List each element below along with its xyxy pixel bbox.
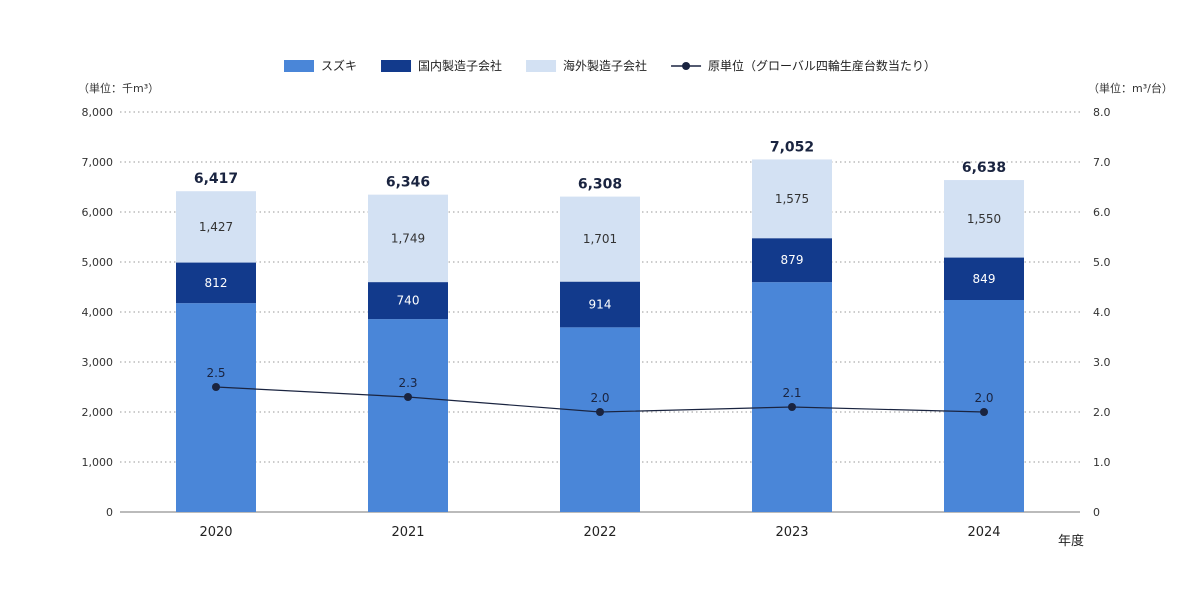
left-axis-unit-label: （単位：千m³）: [78, 81, 159, 95]
bar-segment: [176, 303, 256, 512]
bar-segment-label: 1,550: [967, 212, 1001, 226]
bar-segment: [176, 191, 256, 263]
bar-segment-label: 3,693: [583, 553, 617, 567]
y-tick-label-left: 7,000: [82, 156, 114, 169]
x-tick-label: 2021: [391, 525, 424, 540]
right-axis-unit-label: （単位：m³/台）: [1088, 81, 1173, 95]
y-tick-label-left: 8,000: [82, 106, 114, 119]
legend-label: 海外製造子会社: [563, 58, 647, 73]
bar-segment: [944, 257, 1024, 300]
legend-label: 国内製造子会社: [418, 58, 502, 73]
legend-swatch: [526, 60, 557, 72]
bar-segment: [560, 327, 640, 512]
bar-segment-label: 812: [205, 276, 228, 290]
y-tick-label-right: 8.0: [1093, 106, 1111, 119]
unit-line-point: [212, 383, 220, 391]
x-tick-label: 2020: [199, 525, 232, 540]
bar-segment: [368, 194, 448, 283]
x-axis-label: 年度: [1058, 533, 1084, 549]
bar-segment-label: 879: [781, 253, 804, 267]
legend: スズキ 国内製造子会社 海外製造子会社 原単位（グローバル四輪生産台数当たり）: [284, 58, 936, 73]
bar-segment-label: 1,701: [583, 232, 617, 246]
bar-segment: [752, 159, 832, 239]
unit-line-series: 2.5 2.3 2.0 2.1 2.0: [206, 366, 994, 416]
y-tick-label-left: 5,000: [82, 256, 114, 269]
y-tick-label-left: 1,000: [82, 456, 114, 469]
bar-segment-label: 4,177: [199, 553, 233, 567]
bar-segment: [176, 262, 256, 304]
y-tick-label-right: 6.0: [1093, 206, 1111, 219]
x-tick-label: 2023: [775, 525, 808, 540]
bar-segment-label: 1,575: [775, 192, 809, 206]
bar-segment: [752, 238, 832, 283]
bar-segment-label: 914: [589, 298, 612, 312]
bar-segment-label: 1,749: [391, 231, 425, 245]
legend-swatch: [284, 60, 314, 72]
bar-segment: [944, 180, 1024, 258]
unit-line-value-label: 2.0: [974, 391, 993, 405]
x-tick-label: 2022: [583, 525, 616, 540]
legend-swatch: [381, 60, 412, 72]
bar-segment-label: 740: [397, 294, 420, 308]
y-tick-label-left: 3,000: [82, 356, 114, 369]
y-tick-label-right: 4.0: [1093, 306, 1111, 319]
x-tick-label: 2024: [967, 525, 1000, 540]
bar-total-label: 6,308: [578, 177, 622, 193]
bar-segment: [560, 196, 640, 282]
y-tick-label-left: 6,000: [82, 206, 114, 219]
unit-line-point: [980, 408, 988, 416]
bar-segment: [368, 319, 448, 512]
y-tick-label-right: 2.0: [1093, 406, 1111, 419]
legend-label: スズキ: [321, 58, 357, 73]
bar-total-label: 7,052: [770, 139, 814, 155]
bar-total-label: 6,417: [194, 171, 238, 187]
legend-line-marker: [682, 62, 691, 70]
bar-segment-label: 4,240: [967, 553, 1001, 567]
unit-line-value-label: 2.0: [590, 391, 609, 405]
left-y-axis: 0 1,000 2,000 3,000 4,000 5,000 6,000 7,000 8,00…: [82, 106, 114, 519]
x-axis: 2020 2021 2022 2023 2024: [199, 525, 1000, 540]
legend-label: 原単位（グローバル四輪生産台数当たり）: [708, 58, 936, 73]
bar-segment: [944, 300, 1024, 512]
unit-line-value-label: 2.1: [782, 386, 801, 400]
unit-line-point: [788, 403, 796, 411]
bar-segment-label: 3,858: [391, 553, 425, 567]
bars: 4,177 812 1,427 6,417 3,858 740 1,749 6,346 3,69…: [176, 139, 1024, 567]
y-tick-label-left: 2,000: [82, 406, 114, 419]
y-tick-label-right: 1.0: [1093, 456, 1111, 469]
bar-segment: [560, 281, 640, 328]
bar-total-label: 6,346: [386, 175, 430, 191]
unit-line-value-label: 2.5: [206, 366, 225, 380]
bar-total-label: 6,638: [962, 160, 1006, 176]
y-tick-label-right: 7.0: [1093, 156, 1111, 169]
bar-segment-label: 4,597: [775, 553, 809, 567]
y-tick-label-left: 4,000: [82, 306, 114, 319]
right-y-axis: 0 1.0 2.0 3.0 4.0 5.0 6.0 7.0 8.0: [1093, 106, 1111, 519]
y-tick-label-left: 0: [106, 506, 113, 519]
bar-segment: [752, 282, 832, 512]
y-tick-label-right: 3.0: [1093, 356, 1111, 369]
bar-segment-label: 849: [973, 272, 996, 286]
unit-line-point: [596, 408, 604, 416]
bar-segment-label: 1,427: [199, 220, 233, 234]
unit-line-point: [404, 393, 412, 401]
bar-segment: [368, 282, 448, 320]
unit-line-value-label: 2.3: [398, 376, 417, 390]
y-tick-label-right: 0: [1093, 506, 1100, 519]
y-tick-label-right: 5.0: [1093, 256, 1111, 269]
